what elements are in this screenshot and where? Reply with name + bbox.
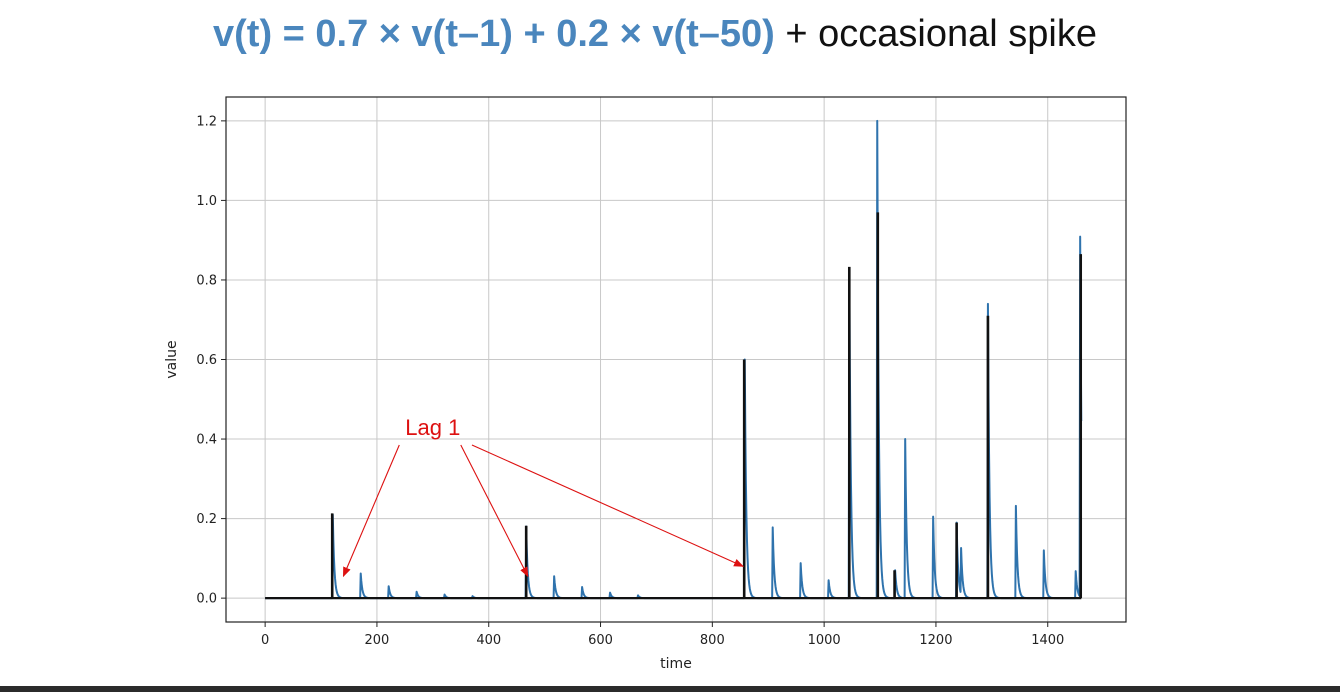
series-layer xyxy=(264,119,1083,600)
y-tick-label: 0.2 xyxy=(196,512,217,527)
x-tick-label: 200 xyxy=(365,633,390,648)
x-tick-label: 1000 xyxy=(808,633,841,648)
x-tick-label: 400 xyxy=(476,633,501,648)
x-tick-label: 600 xyxy=(588,633,613,648)
bottom-bar xyxy=(0,686,1340,692)
y-tick-label: 1.2 xyxy=(196,114,217,129)
x-axis-label: time xyxy=(660,656,692,672)
x-tick-label: 1200 xyxy=(919,633,952,648)
y-tick-label: 0.6 xyxy=(196,353,217,368)
y-tick-label: 0.4 xyxy=(196,433,217,448)
y-axis-label: value xyxy=(164,340,180,378)
x-tick-label: 1400 xyxy=(1031,633,1064,648)
title-suffix: + occasional spike xyxy=(785,13,1097,55)
ticks: 0 200 400 600 800 1000 1200 1400 0.0 0.2 0.4 0.6 0.8… xyxy=(196,114,1064,648)
title-equation: v(t) = 0.7 × v(t–1) + 0.2 × v(t–50) xyxy=(213,13,775,55)
annotations: Lag 1 xyxy=(342,415,744,578)
annotation-arrow xyxy=(471,444,744,567)
y-tick-label: 0.0 xyxy=(196,592,217,607)
x-tick-label: 800 xyxy=(700,633,725,648)
annotation-label: Lag 1 xyxy=(405,415,460,440)
y-tick-label: 0.8 xyxy=(196,273,217,288)
annotation-arrow xyxy=(342,444,400,578)
x-tick-label: 0 xyxy=(261,633,269,648)
slide-title: v(t) = 0.7 × v(t–1) + 0.2 × v(t–50) + oc… xyxy=(0,10,1310,58)
grid xyxy=(226,97,1126,622)
annotation-arrow xyxy=(460,444,529,578)
y-tick-label: 1.0 xyxy=(196,194,217,209)
